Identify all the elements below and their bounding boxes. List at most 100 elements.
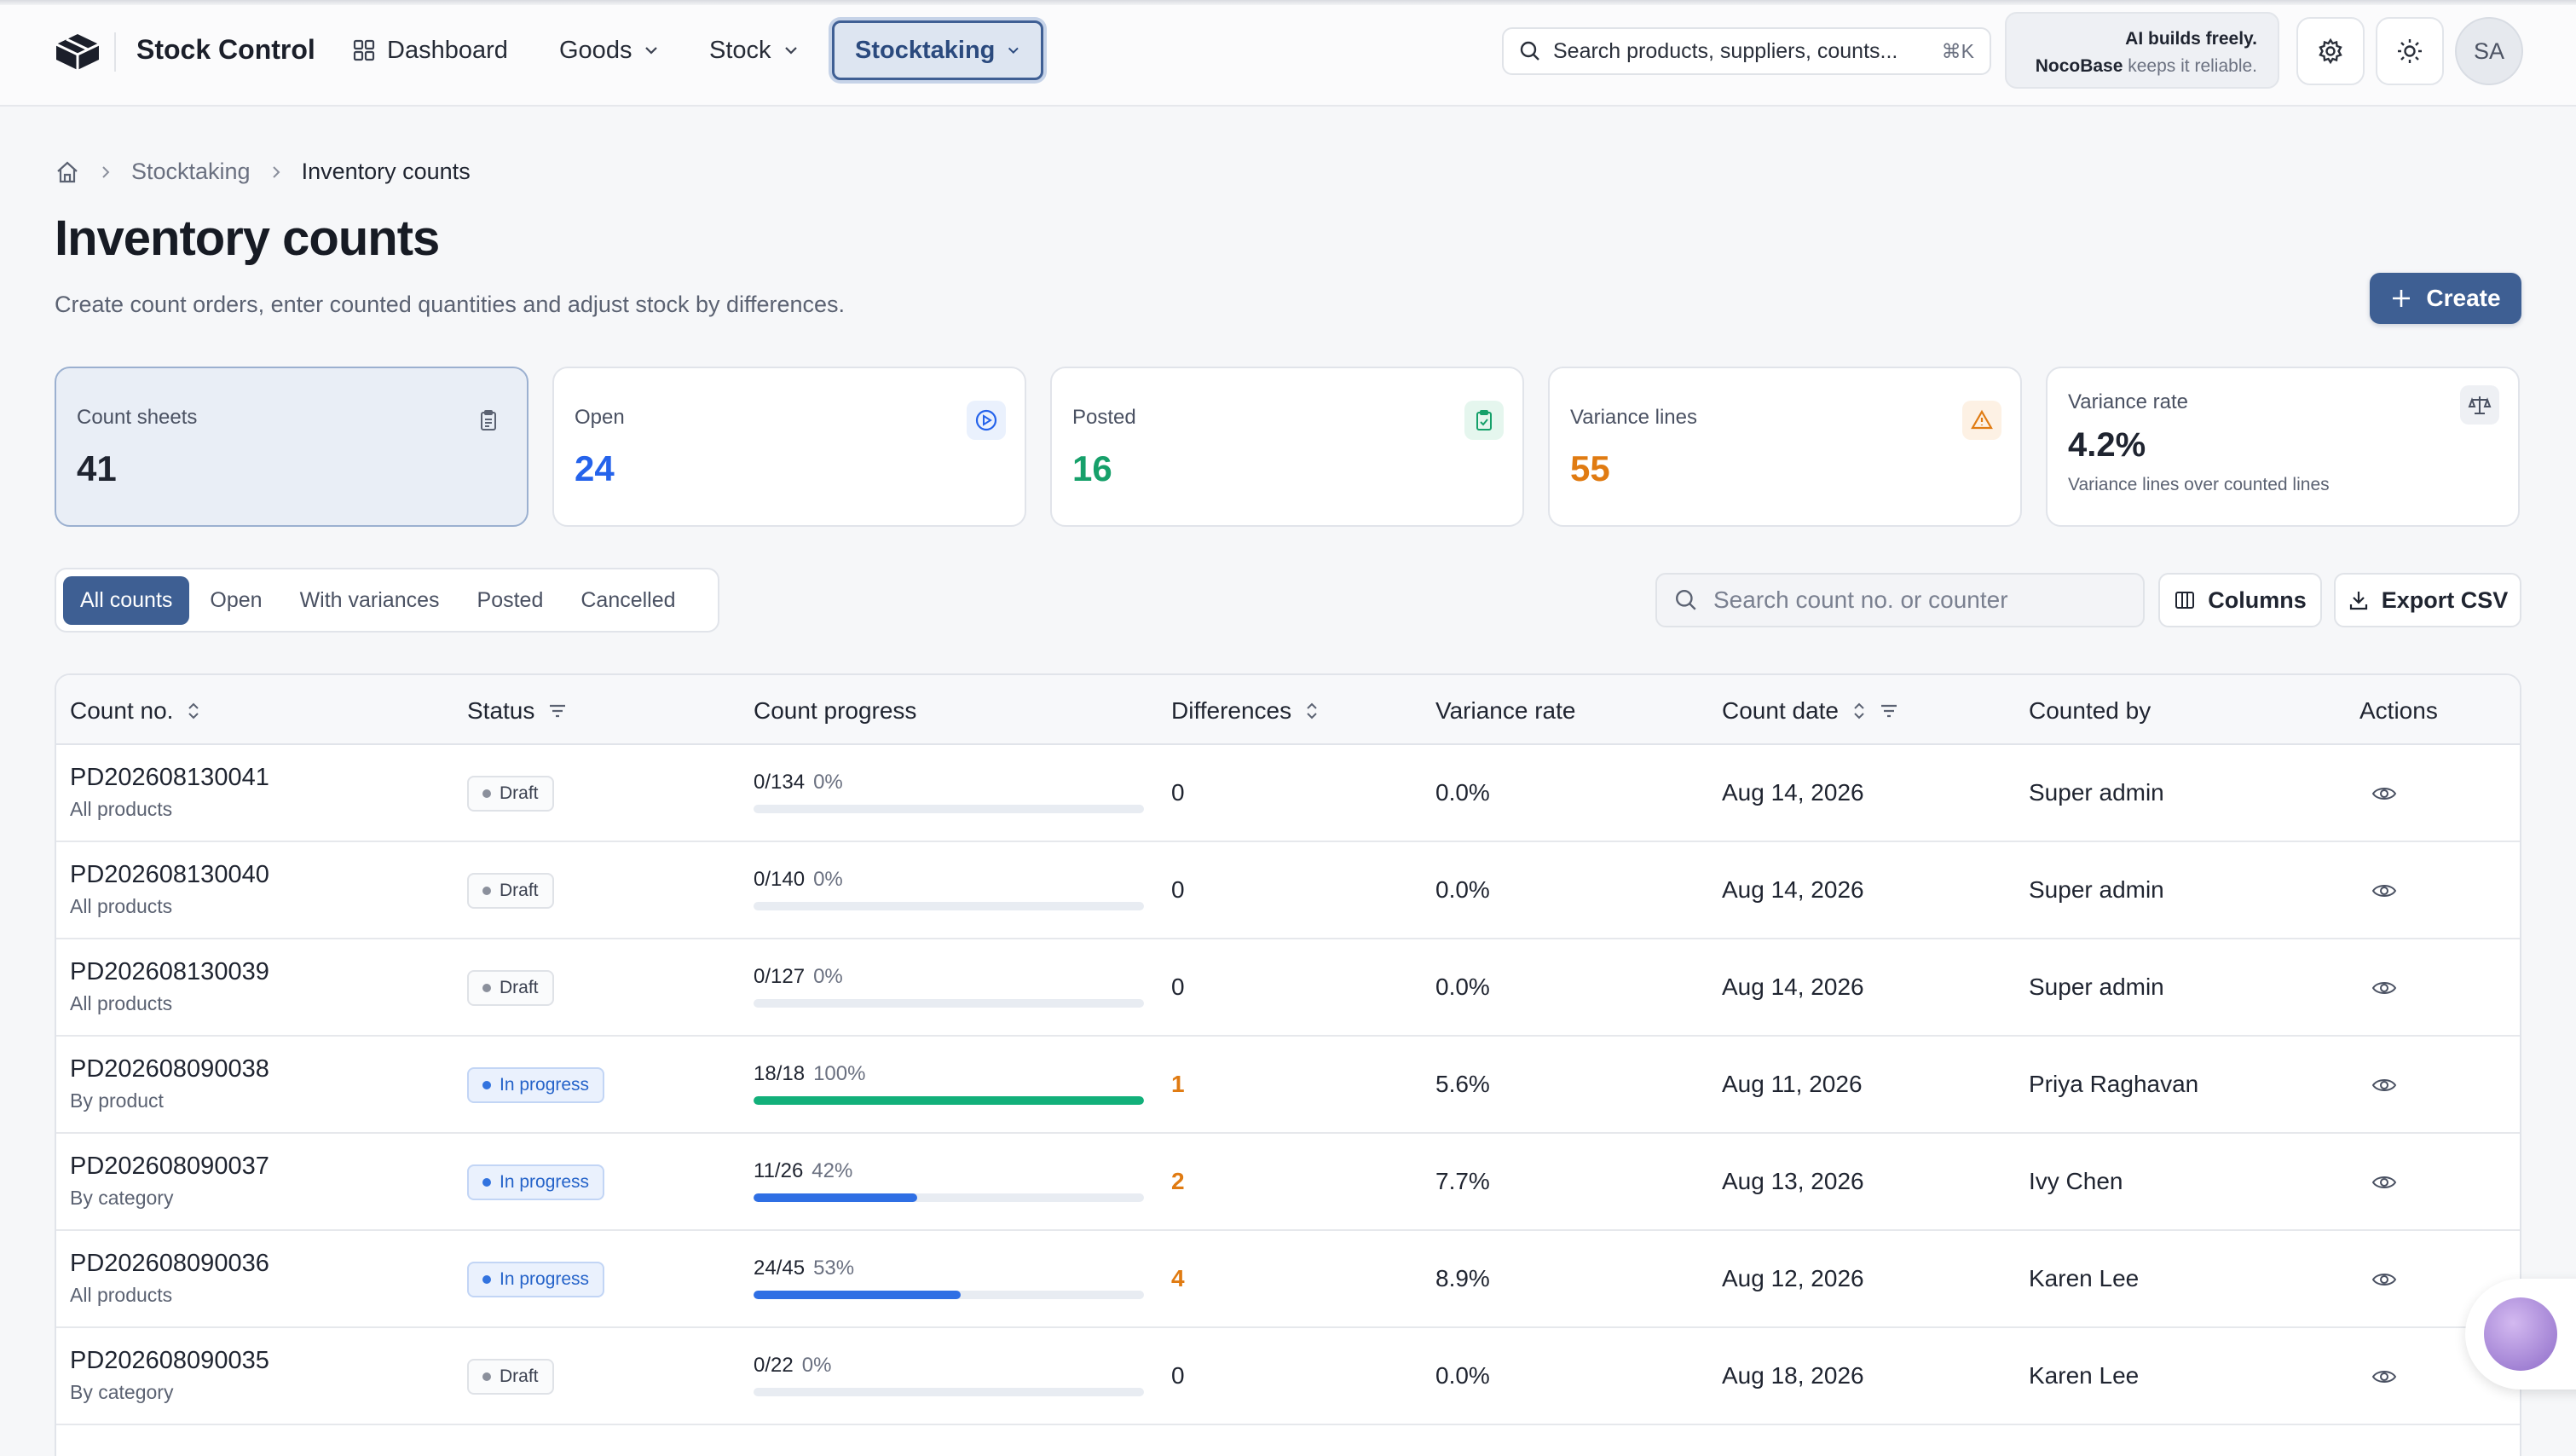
columns-button[interactable]: Columns [2158, 573, 2322, 627]
counted-quantity: 0 [754, 965, 765, 988]
breadcrumb-current: Inventory counts [301, 159, 471, 184]
view-icon[interactable] [2371, 1170, 2397, 1199]
app-logo-icon[interactable] [51, 26, 104, 78]
counted-by: Karen Lee [2029, 1362, 2140, 1389]
stat-card-variance-rate[interactable]: Variance rate 4.2% Variance lines over c… [2046, 367, 2520, 527]
stat-card-open[interactable]: Open 24 [552, 367, 1026, 527]
chevron-down-icon [1008, 47, 1019, 54]
count-number[interactable]: PD202608130039 [70, 958, 269, 985]
sort-icon[interactable] [1852, 702, 1866, 720]
column-header-count-date[interactable]: Count date [1722, 697, 1898, 725]
stat-label: Open [575, 406, 625, 429]
count-progress-text: 0/22 0% [754, 1354, 832, 1377]
filter-icon[interactable] [548, 703, 567, 719]
table-row[interactable]: PD202608130041 All products Draft 0/134 0… [56, 745, 2520, 842]
table-row[interactable]: PD202608090037 By category In progress 1… [56, 1134, 2520, 1231]
create-button[interactable]: Create [2370, 273, 2521, 324]
table-search-input[interactable]: Search count no. or counter [1655, 573, 2145, 627]
count-date: Aug 14, 2026 [1722, 779, 1864, 806]
nav-dashboard[interactable]: Dashboard [332, 20, 528, 80]
settings-button[interactable] [2296, 17, 2365, 85]
view-icon[interactable] [2371, 1267, 2397, 1297]
nav-stock-label: Stock [709, 36, 771, 64]
promo-banner[interactable]: AI builds freely. NocoBase keeps it reli… [2005, 12, 2279, 89]
assistant-launcher[interactable] [2465, 1279, 2576, 1390]
status-label: In progress [500, 1269, 590, 1289]
sort-icon[interactable] [187, 702, 200, 720]
user-avatar[interactable]: SA [2455, 17, 2523, 85]
table-row[interactable]: PD202608130040 All products Draft 0/140 0… [56, 842, 2520, 939]
status-label: Draft [500, 1366, 539, 1386]
counted-by: Karen Lee [2029, 1265, 2140, 1291]
total-quantity: 26 [780, 1159, 804, 1182]
export-csv-button[interactable]: Export CSV [2334, 573, 2521, 627]
total-quantity: 140 [771, 868, 806, 891]
progress-bar [754, 1096, 1144, 1105]
inventory-counts-table: Count no. Status Count progress Differen… [55, 673, 2521, 1456]
count-number[interactable]: PD202608090037 [70, 1153, 269, 1180]
count-date: Aug 13, 2026 [1722, 1168, 1864, 1194]
progress-percent: 100% [813, 1062, 866, 1085]
stat-card-posted[interactable]: Posted 16 [1050, 367, 1524, 527]
progress-percent: 42% [811, 1159, 853, 1182]
view-icon[interactable] [2371, 975, 2397, 1005]
home-icon[interactable] [55, 159, 80, 185]
nav-stocktaking[interactable]: Stocktaking [832, 20, 1043, 80]
search-shortcut: ⌘K [1941, 39, 1974, 62]
filter-icon[interactable] [1880, 703, 1898, 719]
nav-goods[interactable]: Goods [539, 20, 679, 80]
progress-percent: 0% [813, 965, 843, 988]
view-icon[interactable] [2371, 1072, 2397, 1102]
variance-rate: 0.0% [1435, 779, 1490, 806]
nav-stock[interactable]: Stock [689, 20, 819, 80]
count-number[interactable]: PD202608090035 [70, 1347, 269, 1374]
stat-value: 16 [1072, 448, 1112, 488]
table-row[interactable]: PD202608130039 All products Draft 0/127 0… [56, 939, 2520, 1037]
table-row[interactable]: PD202608090036 All products In progress … [56, 1231, 2520, 1328]
table-body: PD202608130041 All products Draft 0/134 0… [56, 745, 2520, 1425]
column-header-count-no[interactable]: Count no. [70, 697, 200, 725]
progress-bar [754, 1193, 1144, 1202]
table-row[interactable]: PD202608090035 By category Draft 0/22 0% … [56, 1328, 2520, 1425]
tab-open[interactable]: Open [210, 587, 263, 612]
count-date: Aug 14, 2026 [1722, 876, 1864, 903]
count-scope: All products [70, 895, 173, 917]
counted-quantity: 18 [754, 1062, 777, 1085]
progress-bar-fill [754, 1291, 961, 1299]
variance-rate: 0.0% [1435, 1362, 1490, 1389]
view-icon[interactable] [2371, 1364, 2397, 1394]
progress-bar [754, 902, 1144, 910]
column-header-differences[interactable]: Differences [1171, 697, 1319, 725]
stat-card-count-sheets[interactable]: Count sheets 41 [55, 367, 528, 527]
counted-quantity: 24 [754, 1257, 777, 1280]
stat-card-variance-lines[interactable]: Variance lines 55 [1548, 367, 2022, 527]
status-badge: Draft [467, 970, 554, 1006]
alert-triangle-icon [1962, 401, 2001, 440]
count-number[interactable]: PD202608130041 [70, 764, 269, 791]
clipboard-icon [469, 401, 508, 440]
create-button-label: Create [2426, 285, 2501, 311]
status-badge: In progress [467, 1262, 605, 1297]
global-search[interactable]: Search products, suppliers, counts... ⌘K [1502, 27, 1991, 75]
count-progress-text: 18/18 100% [754, 1062, 866, 1085]
count-progress-text: 24/45 53% [754, 1257, 855, 1280]
sort-icon[interactable] [1305, 702, 1319, 720]
tab-posted[interactable]: Posted [477, 587, 544, 612]
tab-all-counts[interactable]: All counts [63, 575, 190, 625]
count-number[interactable]: PD202608090036 [70, 1250, 269, 1277]
sun-icon [2398, 39, 2422, 63]
table-row[interactable]: PD202608090038 By product In progress 18… [56, 1037, 2520, 1134]
count-number[interactable]: PD202608090038 [70, 1055, 269, 1083]
count-number[interactable]: PD202608130040 [70, 861, 269, 888]
view-icon[interactable] [2371, 878, 2397, 908]
counted-by: Super admin [2029, 974, 2164, 1000]
total-quantity: 22 [771, 1354, 794, 1377]
tab-cancelled[interactable]: Cancelled [580, 587, 676, 612]
breadcrumb-section[interactable]: Stocktaking [131, 159, 251, 184]
view-icon[interactable] [2371, 781, 2397, 811]
app-title[interactable]: Stock Control [136, 34, 315, 65]
tab-with-variances[interactable]: With variances [299, 587, 440, 612]
count-date: Aug 14, 2026 [1722, 974, 1864, 1000]
column-header-status[interactable]: Status [467, 697, 567, 725]
theme-toggle-button[interactable] [2376, 17, 2444, 85]
